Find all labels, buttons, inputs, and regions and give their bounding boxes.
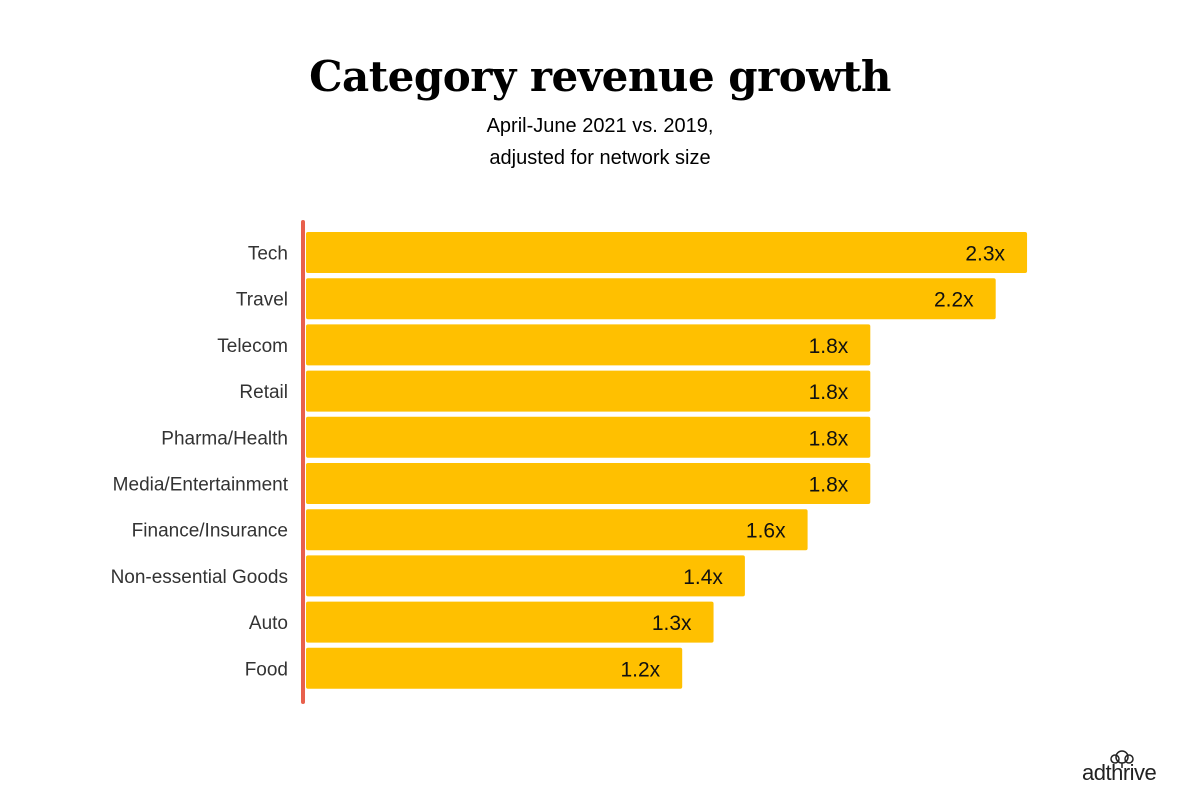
- value-label-finance-insurance: 1.6x: [746, 520, 786, 543]
- bar-travel: [306, 278, 996, 320]
- value-label-auto: 1.3x: [652, 612, 692, 635]
- bar-finance-insurance: [306, 509, 808, 551]
- subtitle-line-1: April-June 2021 vs. 2019,: [486, 115, 714, 137]
- bar-pharma-health: [306, 416, 871, 458]
- value-label-telecom: 1.8x: [809, 335, 849, 358]
- category-label-tech: Tech: [248, 244, 288, 265]
- value-label-food: 1.2x: [620, 658, 660, 681]
- logo-text: adthrive: [1082, 760, 1157, 785]
- value-label-pharma-health: 1.8x: [809, 427, 849, 450]
- tree-icon: [1110, 750, 1134, 768]
- bar-retail: [306, 370, 871, 412]
- value-label-non-essential-goods: 1.4x: [683, 566, 723, 589]
- bar-telecom: [306, 324, 871, 366]
- category-label-media-entertainment: Media/Entertainment: [113, 475, 289, 496]
- bar-auto: [306, 601, 714, 643]
- value-labels: 2.3x 2.2x 1.8x 1.8x 1.8x 1.8x 1.6x 1.4x 1.3x 1.2x: [620, 243, 1005, 682]
- value-label-media-entertainment: 1.8x: [809, 474, 849, 497]
- bar-food: [306, 647, 683, 689]
- subtitle-line-2: adjusted for network size: [489, 147, 711, 169]
- category-label-non-essential-goods: Non-essential Goods: [111, 567, 288, 588]
- chart-subtitle: April-June 2021 vs. 2019, adjusted for n…: [0, 110, 1200, 174]
- category-label-finance-insurance: Finance/Insurance: [132, 521, 288, 542]
- chart-title: Category revenue growth: [309, 52, 891, 101]
- bar-tech: [306, 232, 1028, 273]
- category-label-telecom: Telecom: [217, 336, 288, 357]
- value-label-retail: 1.8x: [809, 381, 849, 404]
- category-label-auto: Auto: [249, 613, 288, 634]
- category-label-retail: Retail: [239, 382, 288, 403]
- adthrive-logo: adthrive: [1082, 748, 1182, 788]
- category-label-food: Food: [245, 659, 288, 680]
- category-label-travel: Travel: [236, 290, 288, 311]
- category-labels: Tech Travel Telecom Retail Pharma/Health Medi…: [111, 244, 289, 681]
- bar-media-entertainment: [306, 463, 871, 504]
- bars-group: [306, 232, 1028, 689]
- category-label-pharma-health: Pharma/Health: [161, 428, 288, 449]
- value-label-tech: 2.3x: [965, 243, 1005, 266]
- bar-non-essential-goods: [306, 555, 745, 597]
- value-label-travel: 2.2x: [934, 289, 974, 312]
